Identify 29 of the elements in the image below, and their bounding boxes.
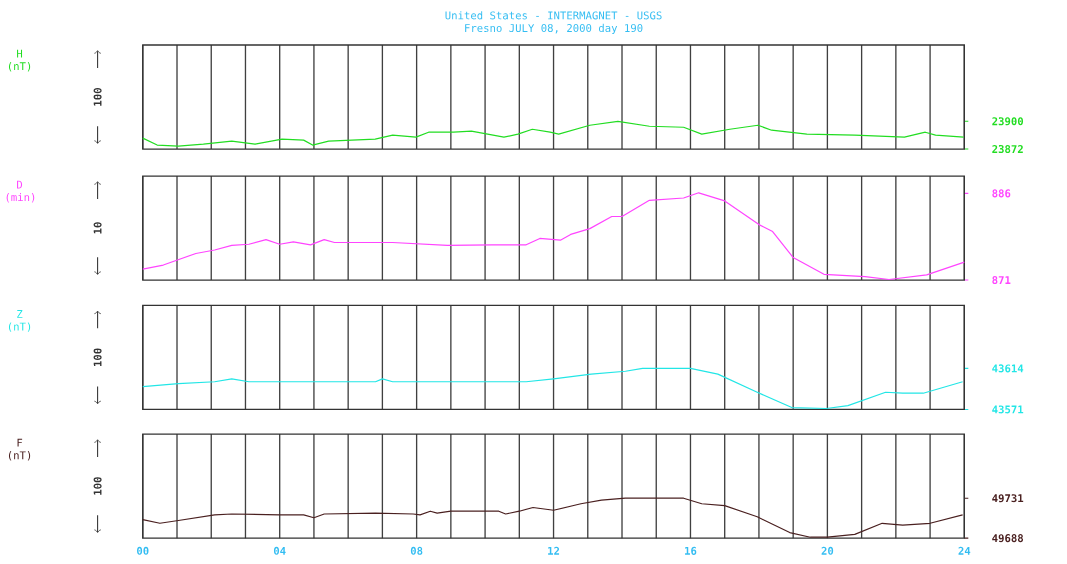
y-tick-label: 886 [992, 189, 1011, 198]
text: 100 [93, 88, 102, 106]
x-tick-label: 04 [273, 546, 286, 555]
line-series [142, 497, 964, 538]
x-tick-label: 08 [410, 546, 423, 555]
chart-subtitle: Fresno JULY 08, 2000 day 190 [465, 23, 643, 35]
line-series [142, 192, 965, 281]
y-axis-title: F (nT) [8, 438, 31, 461]
x-tick-label: 24 [958, 546, 971, 555]
y-tick-label: 49688 [992, 534, 1024, 543]
text: 10 [93, 222, 102, 234]
line-series [142, 120, 965, 147]
x-tick-label: 12 [548, 546, 560, 555]
y-axis-title: Z (nT) [8, 310, 31, 332]
x-tick-label: 00 [137, 546, 149, 555]
chart-title: United States - INTERMAGNET - USGS [445, 11, 662, 20]
y-tick-label: 871 [992, 275, 1011, 285]
y-tick-label: 49731 [992, 494, 1024, 503]
y-axis-title: D (min) [6, 180, 35, 203]
x-tick-label: 20 [821, 546, 834, 555]
text: 100 [93, 477, 102, 495]
x-tick-label: 16 [685, 546, 697, 555]
y-tick-label: 23872 [992, 144, 1023, 153]
y-tick-label: 43571 [992, 405, 1024, 414]
y-tick-label: 43614 [992, 364, 1024, 373]
y-tick-label: 23900 [992, 117, 1024, 126]
text: 100 [93, 348, 102, 366]
y-axis-title: H (nT) [8, 49, 31, 72]
line-series [142, 367, 964, 410]
